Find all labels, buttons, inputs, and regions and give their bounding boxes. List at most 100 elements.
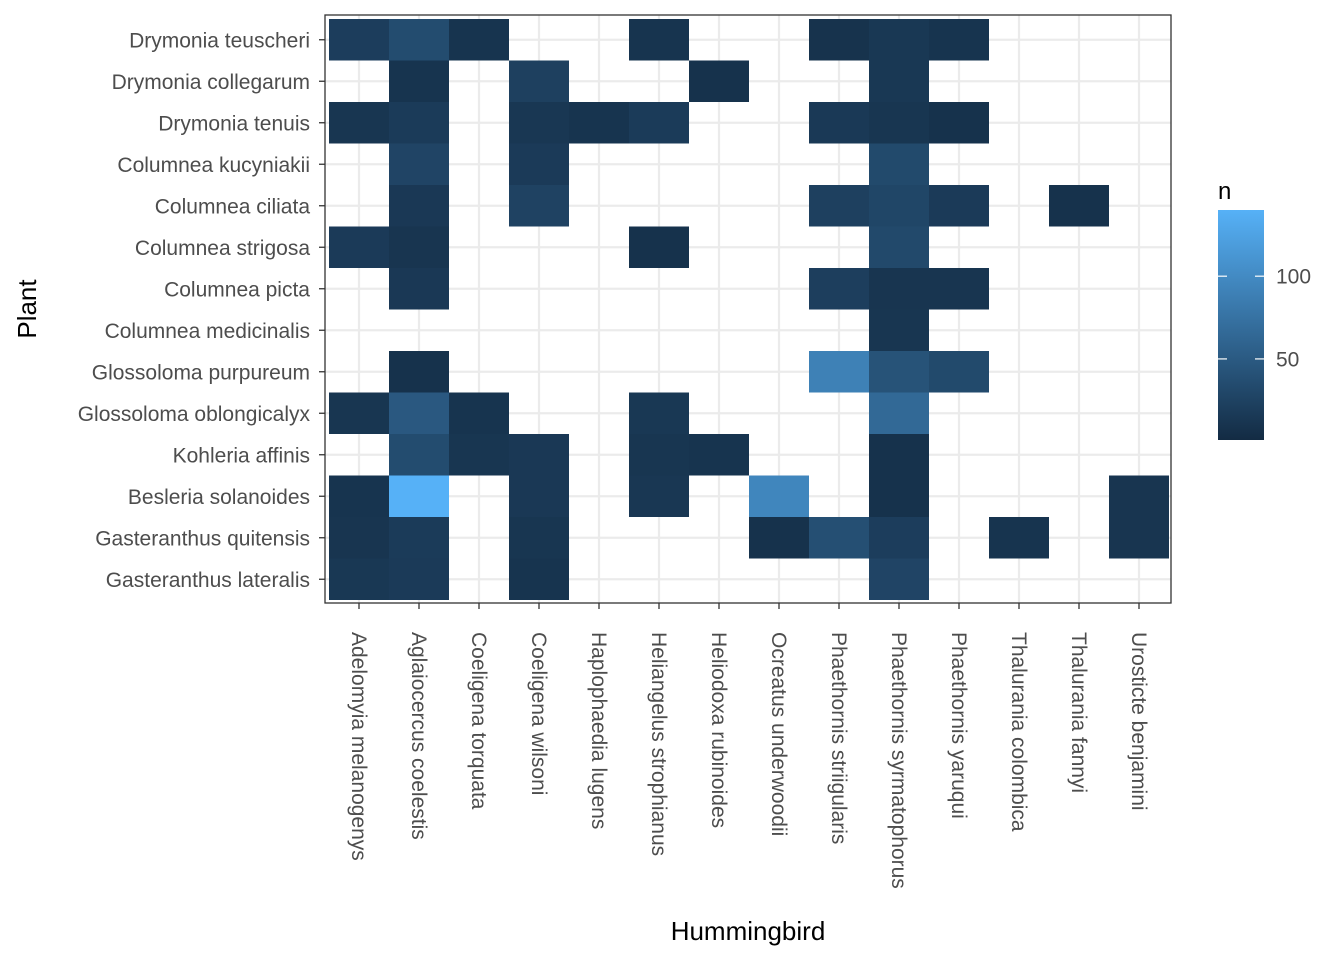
heatmap-cell [869,558,929,600]
heatmap-cell [329,226,389,268]
x-tick-label: Coeligena torquata [467,632,490,810]
heatmap-cell [869,434,929,476]
heatmap-cell [329,517,389,559]
heatmap-cell [629,392,689,434]
heatmap-cell [389,558,449,600]
heatmap-cell [869,19,929,61]
x-tick-label: Thalurania fannyi [1067,632,1090,793]
heatmap-cell [389,60,449,102]
heatmap-cell [329,102,389,144]
heatmap-cell [809,185,869,227]
heatmap-cell [389,143,449,185]
y-tick-label: Glossoloma oblongicalyx [78,403,311,426]
heatmap-cell [689,60,749,102]
heatmap-cell [749,517,809,559]
heatmap-cell [389,517,449,559]
y-tick-label: Columnea ciliata [155,195,311,218]
heatmap-cell [869,60,929,102]
heatmap-cell [389,392,449,434]
heatmap-cell [749,475,809,517]
legend-title: n [1218,178,1231,205]
heatmap-cell [509,185,569,227]
heatmap-cell [869,143,929,185]
y-tick-label: Glossoloma purpureum [92,361,310,384]
x-axis-title: Hummingbird [671,916,826,946]
heatmap-cell [509,434,569,476]
heatmap-cells [329,19,1169,600]
x-tick-label: Aglaiocercus coelestis [407,632,430,840]
heatmap-cell [869,351,929,393]
heatmap-cell [389,268,449,310]
legend: n 50 100 [1218,178,1311,440]
heatmap-cell [389,185,449,227]
panel-border [324,14,1172,604]
y-tick-label: Columnea picta [164,278,310,301]
heatmap-cell [929,102,989,144]
heatmap-cell [509,558,569,600]
heatmap-cell [629,19,689,61]
heatmap-cell [389,102,449,144]
heatmap-cell [389,351,449,393]
heatmap-cell [1109,475,1169,517]
x-tick-label: Heliodoxa rubinoides [707,632,730,828]
heatmap-cell [449,434,509,476]
heatmap-cell [629,226,689,268]
heatmap-cell [869,517,929,559]
heatmap-cell [989,517,1049,559]
heatmap-cell [629,102,689,144]
heatmap-cell [509,517,569,559]
y-tick-label: Drymonia collegarum [112,71,310,94]
x-tick-label: Phaethornis striigularis [827,632,850,844]
heatmap-cell [1109,517,1169,559]
heatmap-cell [869,309,929,351]
y-tick-label: Columnea medicinalis [105,320,310,343]
heatmap-cell [329,475,389,517]
heatmap-cell [509,102,569,144]
heatmap-cell [509,475,569,517]
heatmap-cell [389,475,449,517]
heatmap-cell [809,102,869,144]
heatmap-cell [509,143,569,185]
x-tick-label: Adelomyia melanogenys [347,632,370,861]
heatmap-cell [809,517,869,559]
heatmap-cell [329,558,389,600]
legend-colorbar [1218,210,1264,440]
heatmap-cell [1049,185,1109,227]
heatmap-cell [509,60,569,102]
heatmap-cell [809,351,869,393]
y-tick-label: Columnea strigosa [135,237,310,260]
legend-ticks: 50 100 [1218,266,1311,371]
y-tick-label: Kohleria affinis [173,444,310,467]
heatmap-cell [629,475,689,517]
x-tick-label: Phaethornis syrmatophorus [887,632,910,889]
x-tick-label: Phaethornis yaruqui [947,632,970,819]
heatmap-cell [389,434,449,476]
x-tick-label: Urosticte benjamini [1127,632,1150,811]
legend-tick-label: 50 [1276,348,1299,371]
heatmap-cell [929,268,989,310]
y-tick-label: Gasteranthus quitensis [95,527,310,550]
heatmap-cell [449,392,509,434]
x-tick-label: Ocreatus underwoodii [767,632,790,836]
x-tick-label: Haplophaedia lugens [587,632,610,829]
legend-tick-label: 100 [1276,266,1311,289]
heatmap-cell [809,268,869,310]
heatmap-cell [329,19,389,61]
y-tick-label: Besleria solanoides [128,486,310,509]
x-axis: Adelomyia melanogenys Aglaiocercus coeles… [347,603,1150,889]
heatmap-cell [809,19,869,61]
heatmap-cell [929,185,989,227]
heatmap-cell [929,19,989,61]
heatmap-cell [689,434,749,476]
y-tick-label: Columnea kucyniakii [117,154,310,177]
y-tick-label: Drymonia tenuis [158,112,310,135]
heatmap-cell [869,226,929,268]
heatmap-cell [329,392,389,434]
heatmap-cell [569,102,629,144]
heatmap-cell [869,392,929,434]
y-tick-label: Gasteranthus lateralis [106,569,310,592]
heatmap-cell [869,102,929,144]
x-tick-label: Thalurania colombica [1007,632,1030,832]
y-axis: Drymonia teuscheri Drymonia collegarum Dry… [78,29,325,592]
